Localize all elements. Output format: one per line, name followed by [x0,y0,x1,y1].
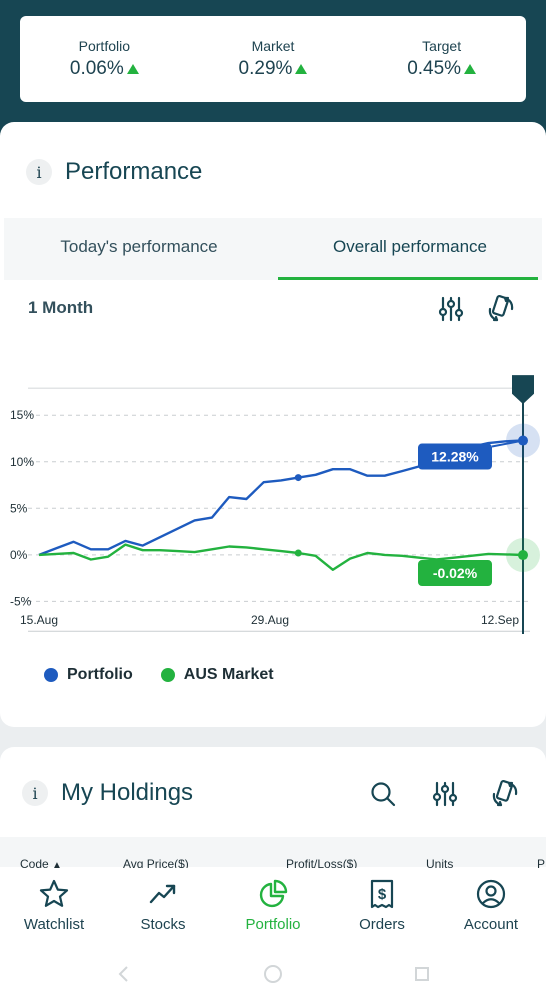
target-stat-value: 0.45% [407,58,462,79]
tab-todays-performance[interactable]: Today's performance [60,237,218,256]
return-summary-card: Portfolio 0.06% Market 0.29% Target 0.45… [20,16,526,102]
market-stat-value: 0.29% [238,58,293,79]
chart-canvas: 15% 10% 5% 0% -5% 15.Aug 29.Aug 12.Sep 12.28% -0.… [10,375,540,657]
y-tick-label: 5% [10,501,28,515]
badge-connector [491,439,524,448]
y-tick-label: 0% [10,548,28,562]
holdings-column-headers: Code ▲ Avg Price($) Profit/Loss($) Units… [0,837,546,871]
time-range-label[interactable]: 1 Month [28,298,94,317]
column-code[interactable]: Code ▲ [20,857,62,871]
system-navigation-bar [0,948,546,1000]
portfolio-stat-label: Portfolio [78,38,130,54]
performance-tabs: Today's performance Overall performance [4,218,542,280]
up-arrow-icon [464,64,477,74]
market-stat-label: Market [251,38,295,54]
nav-orders-label: Orders [359,916,405,933]
back-icon[interactable] [112,962,136,986]
target-stat-label: Target [422,38,462,54]
y-tick-label: 10% [10,455,34,469]
x-tick-label: 12.Sep [481,613,519,627]
recents-icon[interactable] [410,962,434,986]
filter-sliders-icon[interactable] [436,294,466,324]
nav-account[interactable]: Account [441,878,541,933]
chart-cursor-handle [512,375,534,405]
legend-dot-portfolio [44,668,58,682]
series-end-point [518,550,528,561]
market-stat: Market 0.29% [193,38,353,80]
star-icon [39,879,69,907]
series-value-label: 12.28% [431,449,479,465]
search-icon[interactable] [368,779,398,809]
tab-overall-performance[interactable]: Overall performance [332,237,487,256]
nav-stocks[interactable]: Stocks [113,878,213,933]
column-avg-price[interactable]: Avg Price($) [123,857,189,871]
column-code-label: Code [20,857,49,871]
svg-text:$: $ [378,886,387,903]
y-tick-label: -5% [10,594,32,608]
series-value-label: -0.02% [433,565,478,581]
info-icon[interactable]: i [26,159,52,185]
performance-title: Performance [65,158,203,185]
up-arrow-icon [126,64,139,74]
rotate-screen-icon[interactable] [486,294,516,324]
holdings-card: i My Holdings Code ▲ Avg Price($) Profit… [0,747,546,887]
receipt-dollar-icon: $ [370,879,394,909]
pie-chart-icon [259,879,288,908]
nav-watchlist[interactable]: Watchlist [4,878,104,933]
target-stat: Target 0.45% [362,38,522,80]
y-tick-label: 15% [10,408,34,422]
rotate-screen-icon[interactable] [490,779,520,809]
column-units[interactable]: Units [426,857,454,871]
column-profit-loss[interactable]: Profit/Loss($) [286,857,358,871]
nav-portfolio[interactable]: Portfolio [223,878,323,933]
legend-label-portfolio: Portfolio [67,666,133,683]
performance-chart: 15% 10% 5% 0% -5% 15.Aug 29.Aug 12.Sep 12.28% -0.… [0,364,546,657]
nav-watchlist-label: Watchlist [23,916,85,933]
legend-portfolio[interactable]: Portfolio [44,666,133,684]
x-tick-label: 29.Aug [251,613,289,627]
filter-sliders-icon[interactable] [430,779,460,809]
nav-orders[interactable]: $ Orders [332,878,432,933]
info-icon[interactable]: i [22,780,48,806]
nav-stocks-label: Stocks [140,916,186,933]
series-value-badge [418,443,492,470]
legend-label-aus-market: AUS Market [183,666,274,683]
up-arrow-icon [295,64,308,74]
holdings-title: My Holdings [61,779,194,806]
chart-legend: Portfolio AUS Market [44,666,274,684]
sort-asc-icon: ▲ [52,860,62,871]
portfolio-stat-value: 0.06% [69,58,124,79]
nav-account-label: Account [463,916,519,933]
column-truncated[interactable]: P [537,857,546,871]
nav-portfolio-label: Portfolio [245,916,301,933]
series-line-aus-market [38,543,524,572]
series-mid-point [294,474,302,482]
legend-dot-aus-market [160,668,175,682]
bottom-navigation: Watchlist Stocks Portfolio $ Orders Acco… [0,868,546,948]
home-icon[interactable] [261,962,285,986]
legend-aus-market[interactable]: AUS Market [160,666,274,684]
trend-up-icon [149,884,176,904]
performance-card: i Performance Today's performance Overal… [0,122,546,727]
series-value-badge [418,560,492,587]
active-tab-indicator [278,277,538,280]
portfolio-stat: Portfolio 0.06% [24,38,184,80]
x-tick-label: 15.Aug [20,613,58,627]
series-mid-point [294,549,302,557]
user-circle-icon [476,879,506,909]
